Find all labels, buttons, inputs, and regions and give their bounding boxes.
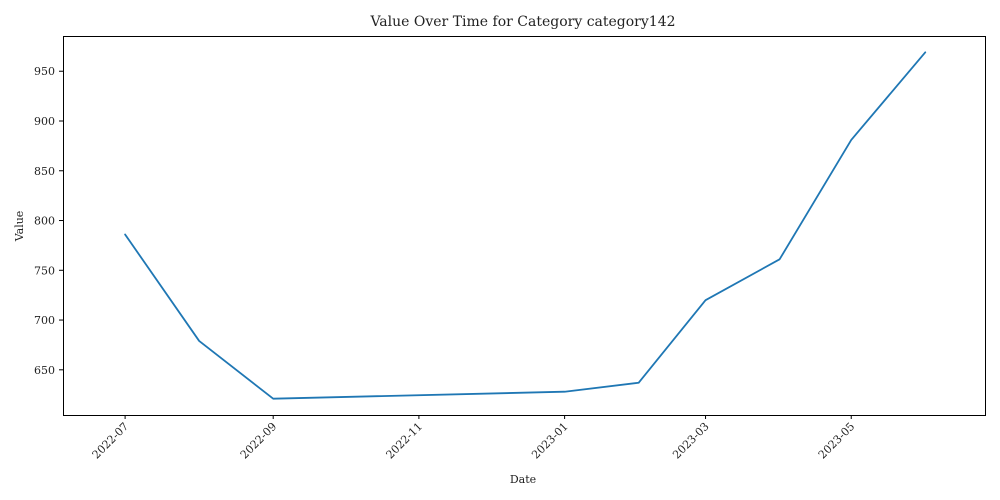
y-tick-label: 750 — [34, 264, 55, 277]
y-axis: 650 700 750 800 850 900 950 — [34, 65, 63, 377]
y-axis-label: Value — [13, 211, 26, 243]
y-tick-label: 700 — [34, 314, 55, 327]
x-tick-label: 2022-09 — [238, 420, 280, 462]
x-tick-label: 2022-07 — [90, 420, 132, 462]
y-tick-label: 800 — [34, 215, 55, 228]
x-tick-label: 2023-03 — [670, 420, 712, 462]
x-axis-label: Date — [510, 473, 536, 486]
chart-title: Value Over Time for Category category142 — [369, 14, 675, 30]
y-tick-label: 850 — [34, 165, 55, 178]
x-tick-label: 2022-11 — [384, 420, 426, 462]
plot-area — [124, 51, 927, 400]
x-axis: 2022-07 2022-09 2022-11 2023-01 2023-03 2023-… — [90, 415, 858, 462]
plot-frame — [63, 36, 986, 416]
x-tick-label: 2023-01 — [529, 420, 571, 462]
y-tick-label: 650 — [34, 364, 55, 377]
series-line-0 — [124, 51, 927, 400]
x-tick-label: 2023-05 — [816, 420, 858, 462]
y-tick-label: 950 — [34, 65, 55, 78]
y-tick-label: 900 — [34, 115, 55, 128]
